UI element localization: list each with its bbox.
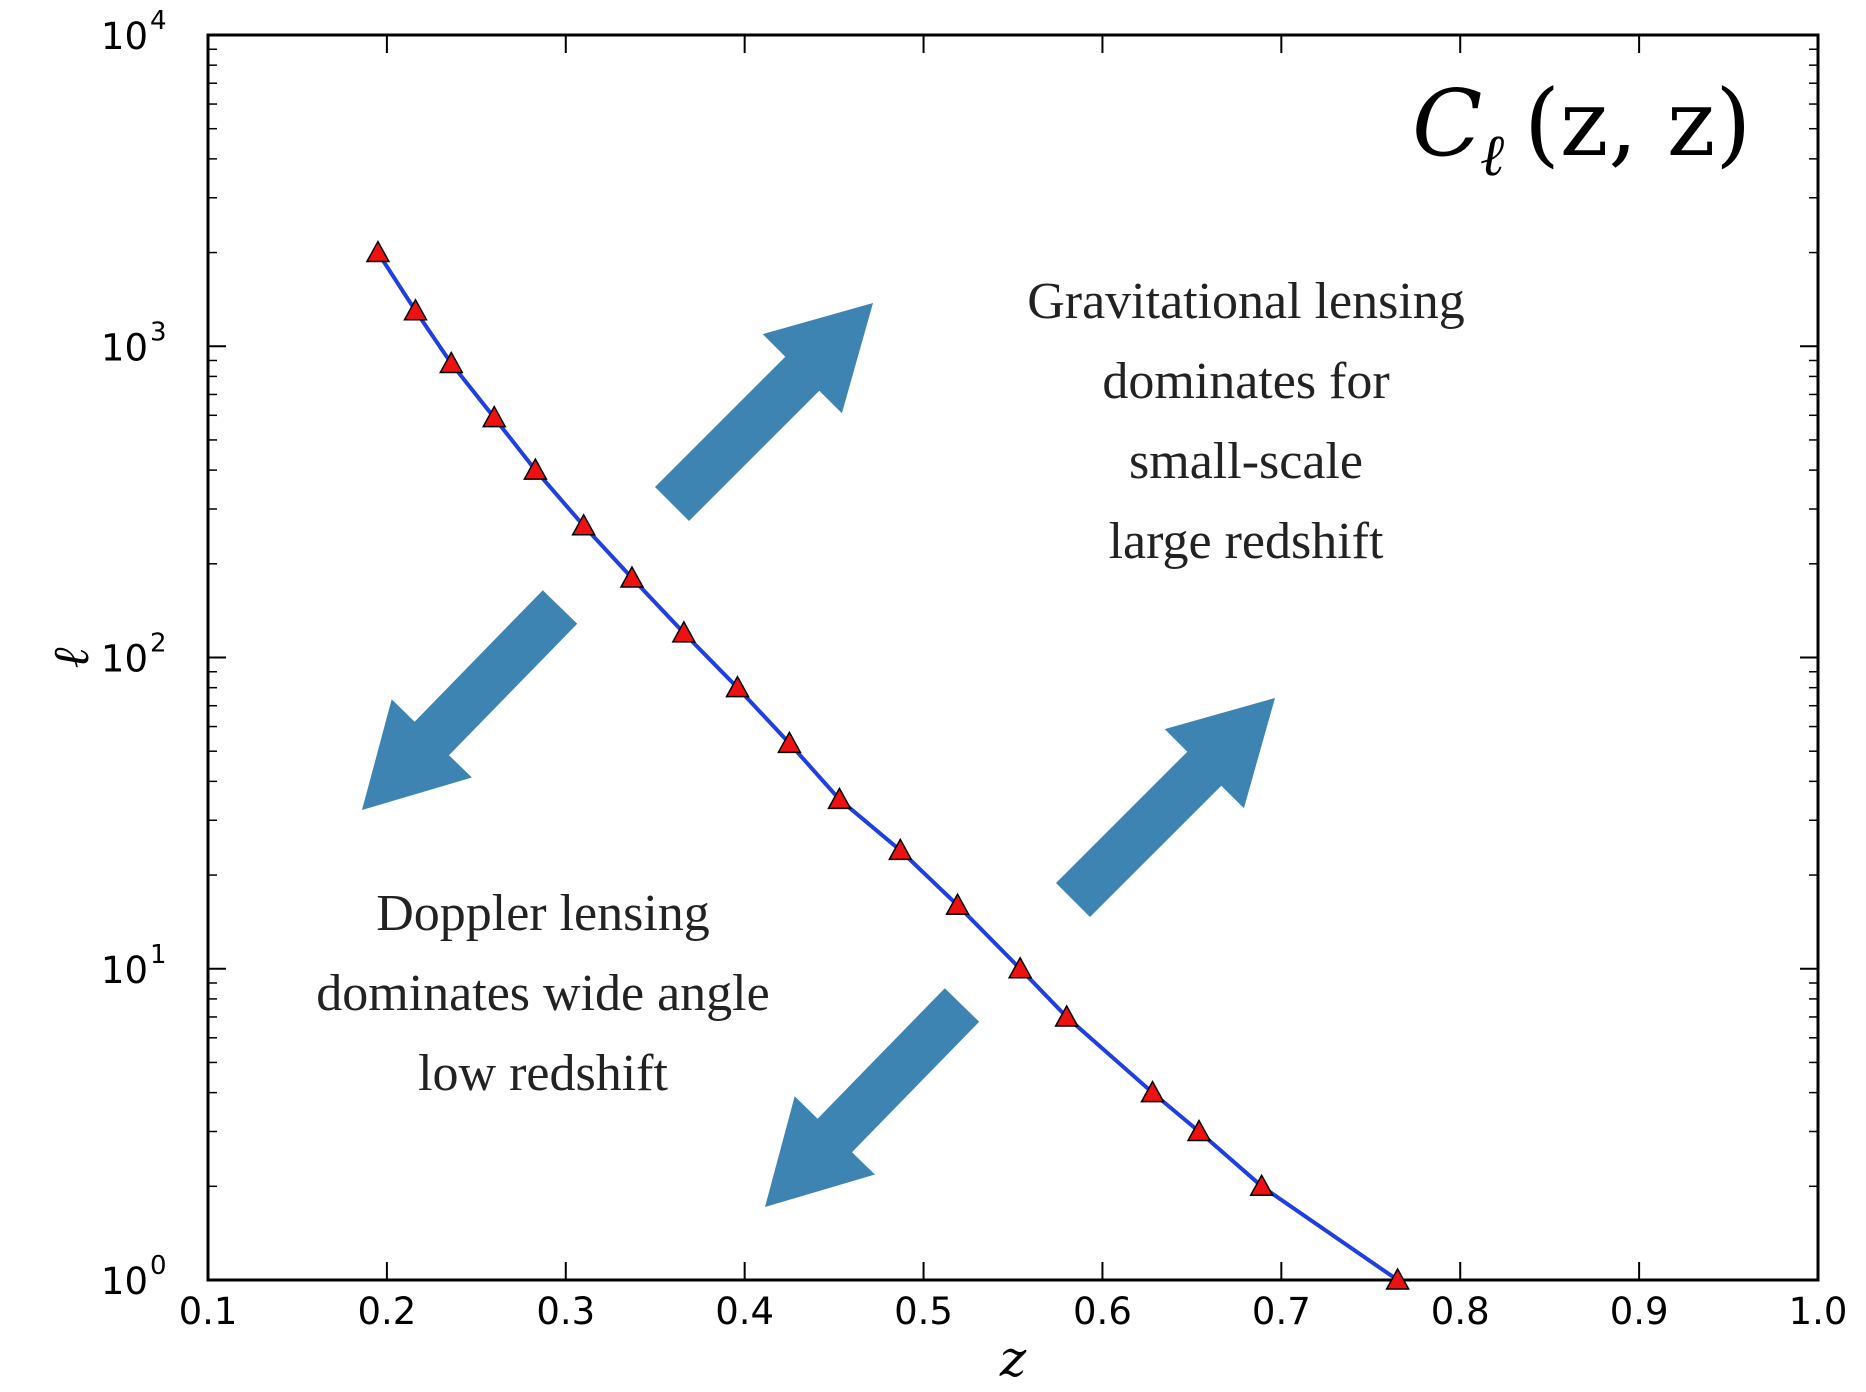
y-tick-exponent: 3 [150,317,167,347]
triangle-marker [1249,1173,1274,1197]
triangle-marker [671,620,697,643]
triangle-marker [1186,1118,1212,1142]
x-tick-label: 0.6 [1073,1290,1132,1333]
y-tick-exponent: 2 [150,629,167,659]
plot-frame [206,33,1820,1282]
title-subscript: ℓ [1480,121,1504,189]
y-tick-exponent: 0 [150,1251,167,1281]
triangle-marker [945,892,970,915]
x-tick-label: 0.2 [357,1290,416,1333]
block-arrow [1056,698,1275,917]
triangle-marker [523,457,548,480]
triangle-marker [403,298,428,321]
gravitational-line-1: Gravitational lensing [1027,273,1465,330]
x-tick-label: 0.4 [715,1290,774,1333]
y-tick-label: 10 [101,15,148,58]
triangle-marker [481,405,507,428]
x-tick-label: 0.5 [894,1290,953,1333]
y-tick-exponent: 4 [150,6,167,36]
gravitational-line-3: small-scale [1129,433,1363,490]
x-axis-label: z [999,1330,1027,1388]
series-markers [365,239,1410,1290]
y-axis-label: ℓ [42,647,100,668]
doppler-line-3: low redshift [418,1045,668,1102]
triangle-marker [1007,956,1033,979]
triangle-marker [725,675,750,698]
gravitational-line-2: dominates for [1102,353,1389,410]
triangle-marker [365,239,391,263]
x-tick-label: 0.1 [179,1290,238,1333]
block-arrow [362,590,578,810]
triangle-marker [1140,1080,1165,1103]
block-arrow [765,988,980,1207]
triangle-marker [439,350,464,374]
triangle-marker [619,565,645,588]
doppler-annotation: Doppler lensing dominates wide angle low… [316,885,769,1102]
title-args: (z, z) [1524,70,1751,177]
y-tick-label: 10 [101,1260,148,1303]
y-tick-label: 10 [101,949,148,992]
doppler-line-1: Doppler lensing [376,885,710,942]
x-tick-label: 0.3 [536,1290,595,1333]
gravitational-line-4: large redshift [1109,513,1384,570]
x-tick-label: 0.7 [1252,1290,1311,1333]
y-tick-label: 10 [101,326,148,369]
triangle-marker [1385,1267,1410,1290]
gravitational-annotation: Gravitational lensing dominates for smal… [1027,273,1465,570]
annotation-arrows [362,303,1275,1207]
x-tick-label: 0.8 [1431,1290,1490,1333]
triangle-marker [827,786,852,810]
x-axis-ticks: 0.1 0.2 0.3 0.4 0.5 0.6 0.7 0.8 0.9 1.0 [179,35,1848,1333]
triangle-marker [571,513,596,536]
x-tick-label: 1.0 [1789,1290,1848,1333]
chart-title: C ℓ (z, z) [1412,70,1751,189]
y-tick-exponent: 1 [150,940,167,970]
block-arrow [655,303,873,521]
triangle-marker [888,837,913,861]
triangle-marker [1054,1004,1079,1027]
x-tick-label: 0.9 [1610,1290,1669,1333]
y-tick-label: 10 [101,638,148,681]
triangle-marker [777,730,802,754]
title-symbol: C [1412,70,1482,177]
doppler-line-2: dominates wide angle [316,965,769,1022]
